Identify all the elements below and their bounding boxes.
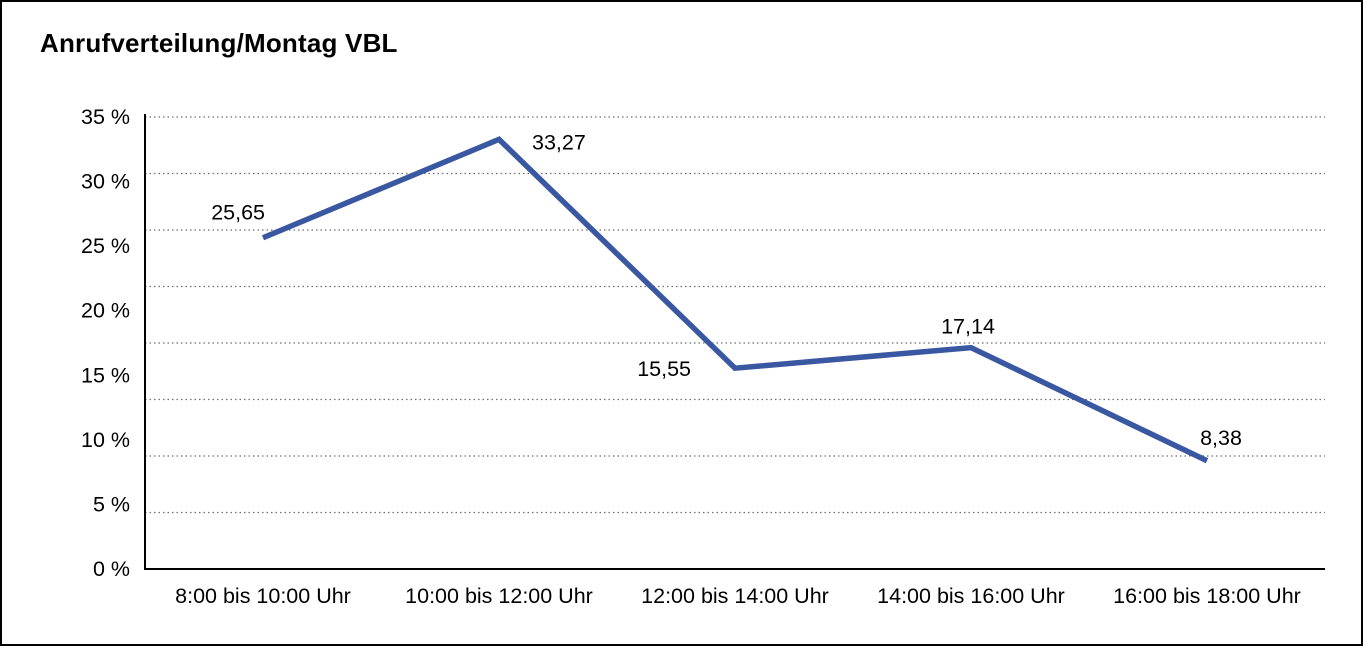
y-tick-label: 5 % [93,492,130,516]
y-tick-label: 20 % [81,299,130,323]
y-tick-label: 15 % [81,363,130,387]
y-tick-label: 10 % [81,428,130,452]
y-tick-label: 0 % [93,557,130,581]
chart-series-line [261,136,1209,464]
data-point-label: 17,14 [941,315,995,339]
y-tick-label: 25 % [81,234,130,258]
y-tick-label: 35 % [81,105,130,129]
data-point-label: 33,27 [532,130,586,154]
chart-title: Anrufverteilung/Montag VBL [40,28,398,58]
y-tick-label: 30 % [81,170,130,194]
x-category-label: 12:00 bis 14:00 Uhr [641,584,829,608]
x-category-label: 8:00 bis 10:00 Uhr [175,584,351,608]
data-point-label: 15,55 [637,357,691,381]
x-category-label: 16:00 bis 18:00 Uhr [1113,584,1301,608]
data-point-label: 25,65 [211,201,265,225]
data-point-label: 8,38 [1200,426,1242,450]
x-category-label: 10:00 bis 12:00 Uhr [405,584,593,608]
x-category-label: 14:00 bis 16:00 Uhr [877,584,1065,608]
